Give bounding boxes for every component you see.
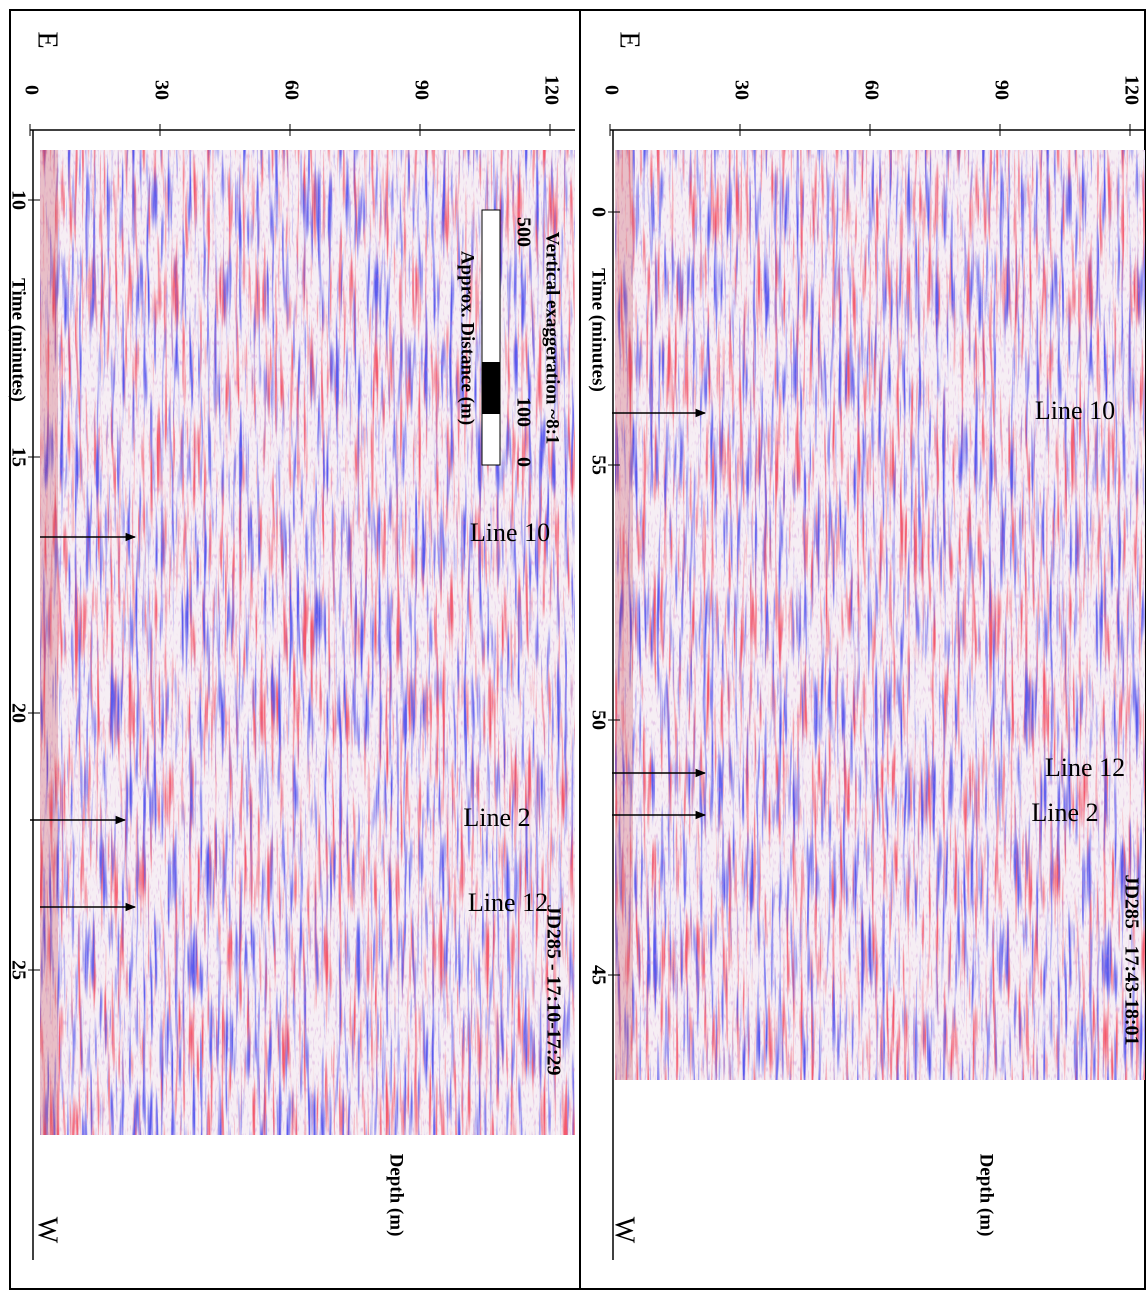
time-tick-label: 50 (587, 710, 609, 730)
depth-axis-title: Depth (m) (976, 1154, 997, 1237)
caption: JD285 - 17:10-17:29 (542, 904, 564, 1075)
depth-tick-label: 90 (410, 80, 432, 100)
scale-bar (481, 209, 501, 466)
depth-tick-label: 120 (540, 75, 562, 105)
depth-tick-label: 60 (280, 80, 302, 100)
depth-tick-label: 0 (600, 85, 622, 95)
scale-bar-note: Vertical exaggeration ~8:1 (542, 232, 563, 445)
depth-tick-label: 0 (20, 85, 42, 95)
west-label: W (32, 1217, 63, 1244)
time-tick-label: 20 (7, 703, 29, 723)
scale-bar-title: Approx. Distance (m) (457, 251, 478, 425)
scale-bar-fill (482, 362, 500, 414)
west-label: W (609, 1217, 640, 1244)
seafloor (40, 150, 58, 1135)
time-tick-label: 0 (587, 207, 609, 217)
scale-bar-tick: 0 (512, 457, 534, 467)
line-label: Line 2 (1031, 798, 1098, 827)
time-tick-label: 45 (587, 965, 609, 985)
time-tick-label: 55 (587, 455, 609, 475)
seismic-section (615, 150, 1145, 1080)
seafloor (615, 150, 633, 1080)
line-label: Line 2 (463, 803, 530, 832)
depth-tick-label: 60 (860, 80, 882, 100)
line-label: Line 10 (470, 518, 550, 547)
depth-tick-label: 30 (730, 80, 752, 100)
time-tick-label: 10 (7, 190, 29, 210)
noise (615, 150, 1145, 1080)
depth-tick-label: 90 (990, 80, 1012, 100)
time-tick-label: 25 (7, 960, 29, 980)
line-label: Line 12 (468, 888, 548, 917)
depth-tick-label: 120 (1120, 75, 1142, 105)
scale-bar-tick: 500 (512, 217, 534, 247)
caption: JD285 - 17:43-18:01 (1120, 874, 1142, 1045)
depth-axis-title: Depth (m) (386, 1154, 407, 1237)
scale-bar-tick: 100 (512, 397, 534, 427)
line-label: Line 10 (1035, 396, 1115, 425)
depth-tick-label: 30 (150, 80, 172, 100)
east-label: E (614, 31, 645, 48)
time-axis-title: Time (minutes) (588, 268, 609, 392)
time-axis-title: Time (minutes) (8, 278, 29, 402)
east-label: E (32, 31, 63, 48)
time-tick-label: 15 (7, 447, 29, 467)
line-label: Line 12 (1045, 753, 1125, 782)
